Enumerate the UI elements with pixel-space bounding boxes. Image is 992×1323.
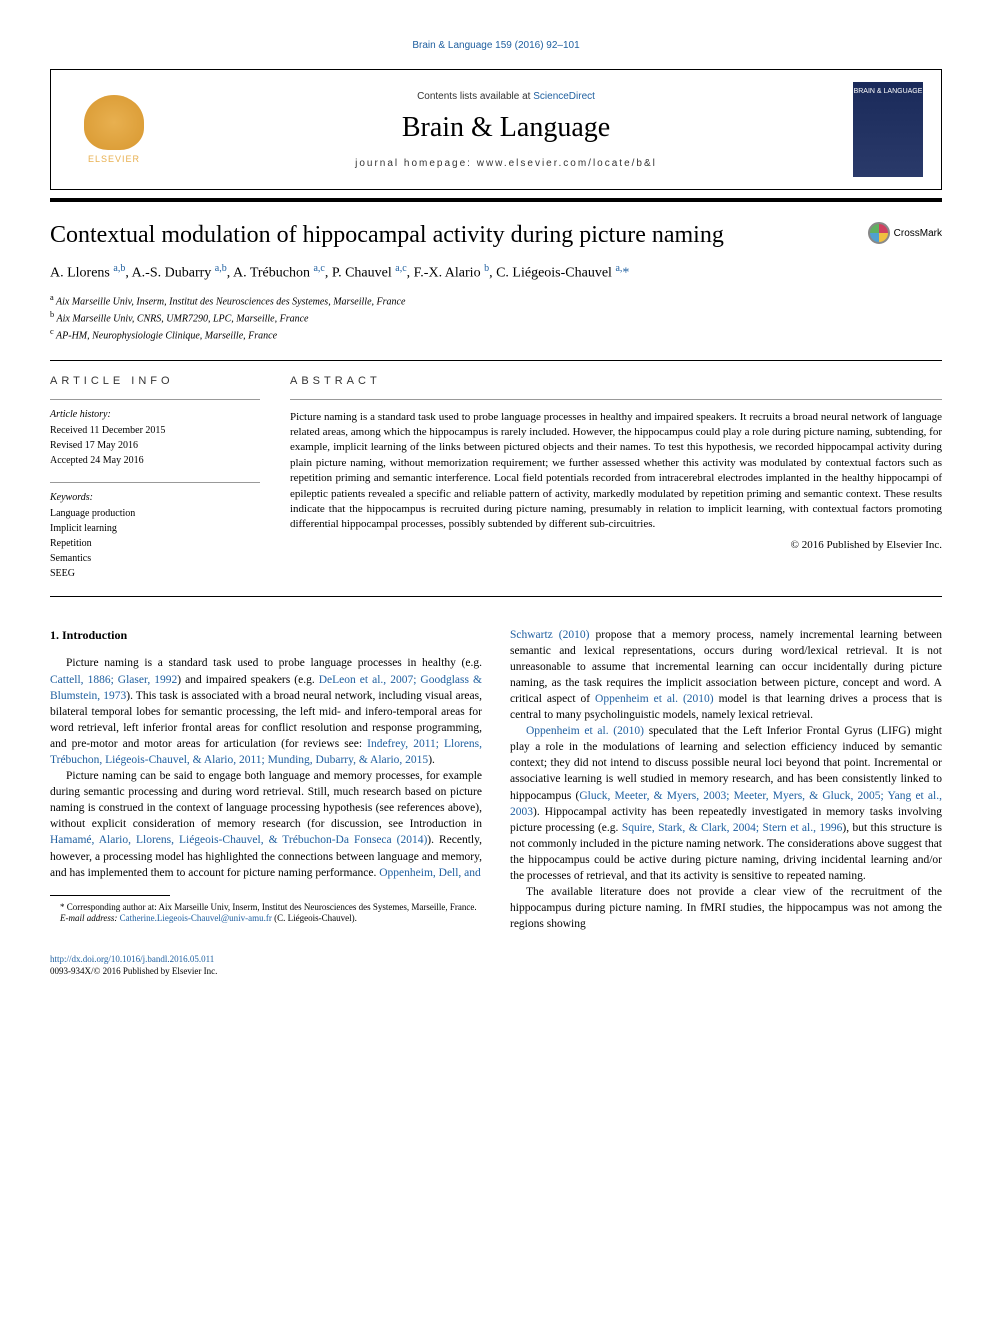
meta-rule-bottom (50, 596, 942, 597)
author-list: A. Llorens a,b, A.-S. Dubarry a,b, A. Tr… (50, 263, 942, 282)
email-suffix: (C. Liégeois-Chauvel). (272, 913, 357, 923)
article-info-heading: ARTICLE INFO (50, 375, 260, 387)
affiliation-b-text: Aix Marseille Univ, CNRS, UMR7290, LPC, … (57, 313, 309, 324)
ref-schwartz[interactable]: Schwartz (2010) (510, 629, 589, 641)
journal-cover-thumbnail[interactable]: BRAIN & LANGUAGE (853, 82, 923, 177)
crossmark-badge[interactable]: CrossMark (868, 222, 942, 244)
ref-oppenheim-3[interactable]: Oppenheim et al. (2010) (526, 725, 644, 737)
abstract-text: Picture naming is a standard task used t… (290, 410, 942, 533)
article-title-row: Contextual modulation of hippocampal act… (50, 222, 942, 249)
intro-para-1: Picture naming is a standard task used t… (50, 655, 482, 768)
contents-prefix: Contents lists available at (417, 91, 533, 102)
ref-cattell[interactable]: Cattell, 1886; Glaser, 1992 (50, 674, 177, 686)
body-columns: 1. Introduction Picture naming is a stan… (50, 627, 942, 933)
info-separator-1 (50, 399, 260, 400)
abstract-copyright: © 2016 Published by Elsevier Inc. (290, 539, 942, 551)
homepage-prefix: journal homepage: (355, 158, 477, 169)
meta-rule-top (50, 360, 942, 361)
article-title: Contextual modulation of hippocampal act… (50, 222, 868, 249)
abstract-heading: ABSTRACT (290, 375, 942, 387)
ref-squire[interactable]: Squire, Stark, & Clark, 2004; Stern et a… (622, 822, 843, 834)
header-center: Contents lists available at ScienceDirec… (159, 91, 853, 169)
homepage-url[interactable]: www.elsevier.com/locate/b&l (477, 158, 657, 169)
abstract-column: ABSTRACT Picture naming is a standard ta… (290, 375, 942, 582)
elsevier-tree-icon (84, 95, 144, 150)
p1-end: ). (428, 754, 435, 766)
intro-heading: 1. Introduction (50, 627, 482, 644)
keywords-label: Keywords: (50, 491, 260, 505)
affiliation-a-text: Aix Marseille Univ, Inserm, Institut des… (56, 296, 405, 307)
footnotes: * Corresponding author at: Aix Marseille… (50, 902, 482, 925)
doi-link[interactable]: http://dx.doi.org/10.1016/j.bandl.2016.0… (50, 954, 214, 964)
keyword-3: Repetition (50, 537, 260, 551)
elsevier-label: ELSEVIER (88, 154, 140, 164)
affiliation-c: c AP-HM, Neurophysiologie Clinique, Mars… (50, 326, 942, 343)
contents-available-line: Contents lists available at ScienceDirec… (159, 91, 853, 102)
col2-para-2: Oppenheim et al. (2010) speculated that … (510, 723, 942, 884)
info-separator-2 (50, 482, 260, 483)
keyword-1: Language production (50, 507, 260, 521)
p1-mid1: ) and impaired speakers (e.g. (177, 674, 318, 686)
issn-copyright-line: 0093-934X/© 2016 Published by Elsevier I… (50, 966, 217, 976)
ref-oppenheim-2[interactable]: Oppenheim et al. (2010) (595, 693, 714, 705)
affiliation-a: a Aix Marseille Univ, Inserm, Institut d… (50, 292, 942, 309)
journal-title: Brain & Language (159, 112, 853, 144)
crossmark-label: CrossMark (894, 228, 942, 239)
journal-header: ELSEVIER Contents lists available at Sci… (50, 69, 942, 190)
body-column-right: Schwartz (2010) propose that a memory pr… (510, 627, 942, 933)
journal-homepage-line: journal homepage: www.elsevier.com/locat… (159, 158, 853, 169)
corresponding-author-note: * Corresponding author at: Aix Marseille… (50, 902, 482, 914)
header-rule (50, 198, 942, 202)
keyword-4: Semantics (50, 552, 260, 566)
affiliation-list: a Aix Marseille Univ, Inserm, Institut d… (50, 292, 942, 344)
affiliation-b: b Aix Marseille Univ, CNRS, UMR7290, LPC… (50, 309, 942, 326)
intro-para-2: Picture naming can be said to engage bot… (50, 768, 482, 881)
meta-section: ARTICLE INFO Article history: Received 1… (50, 375, 942, 582)
bottom-publication-info: http://dx.doi.org/10.1016/j.bandl.2016.0… (50, 954, 942, 977)
affiliation-c-text: AP-HM, Neurophysiologie Clinique, Marsei… (56, 331, 277, 342)
history-accepted: Accepted 24 May 2016 (50, 454, 260, 468)
ref-hamame[interactable]: Hamamé, Alario, Llorens, Liégeois-Chauve… (50, 834, 427, 846)
article-info-column: ARTICLE INFO Article history: Received 1… (50, 375, 260, 582)
keyword-5: SEEG (50, 567, 260, 581)
journal-citation-top[interactable]: Brain & Language 159 (2016) 92–101 (50, 40, 942, 51)
history-received: Received 11 December 2015 (50, 424, 260, 438)
footnote-rule (50, 895, 170, 896)
col2-para-3: The available literature does not provid… (510, 884, 942, 932)
body-column-left: 1. Introduction Picture naming is a stan… (50, 627, 482, 933)
crossmark-icon (868, 222, 890, 244)
author-email-link[interactable]: Catherine.Liegeois-Chauvel@univ-amu.fr (120, 913, 272, 923)
history-revised: Revised 17 May 2016 (50, 439, 260, 453)
elsevier-logo[interactable]: ELSEVIER (69, 95, 159, 164)
ref-oppenheim-1[interactable]: Oppenheim, Dell, and (379, 867, 481, 879)
abstract-separator (290, 399, 942, 400)
keyword-2: Implicit learning (50, 522, 260, 536)
p2-pre: Picture naming can be said to engage bot… (50, 770, 482, 830)
col2-para-1: Schwartz (2010) propose that a memory pr… (510, 627, 942, 724)
p1-pre: Picture naming is a standard task used t… (66, 657, 482, 669)
article-history-label: Article history: (50, 408, 260, 422)
sciencedirect-link[interactable]: ScienceDirect (533, 91, 595, 102)
email-line: E-mail address: Catherine.Liegeois-Chauv… (50, 913, 482, 925)
email-label: E-mail address: (60, 913, 120, 923)
